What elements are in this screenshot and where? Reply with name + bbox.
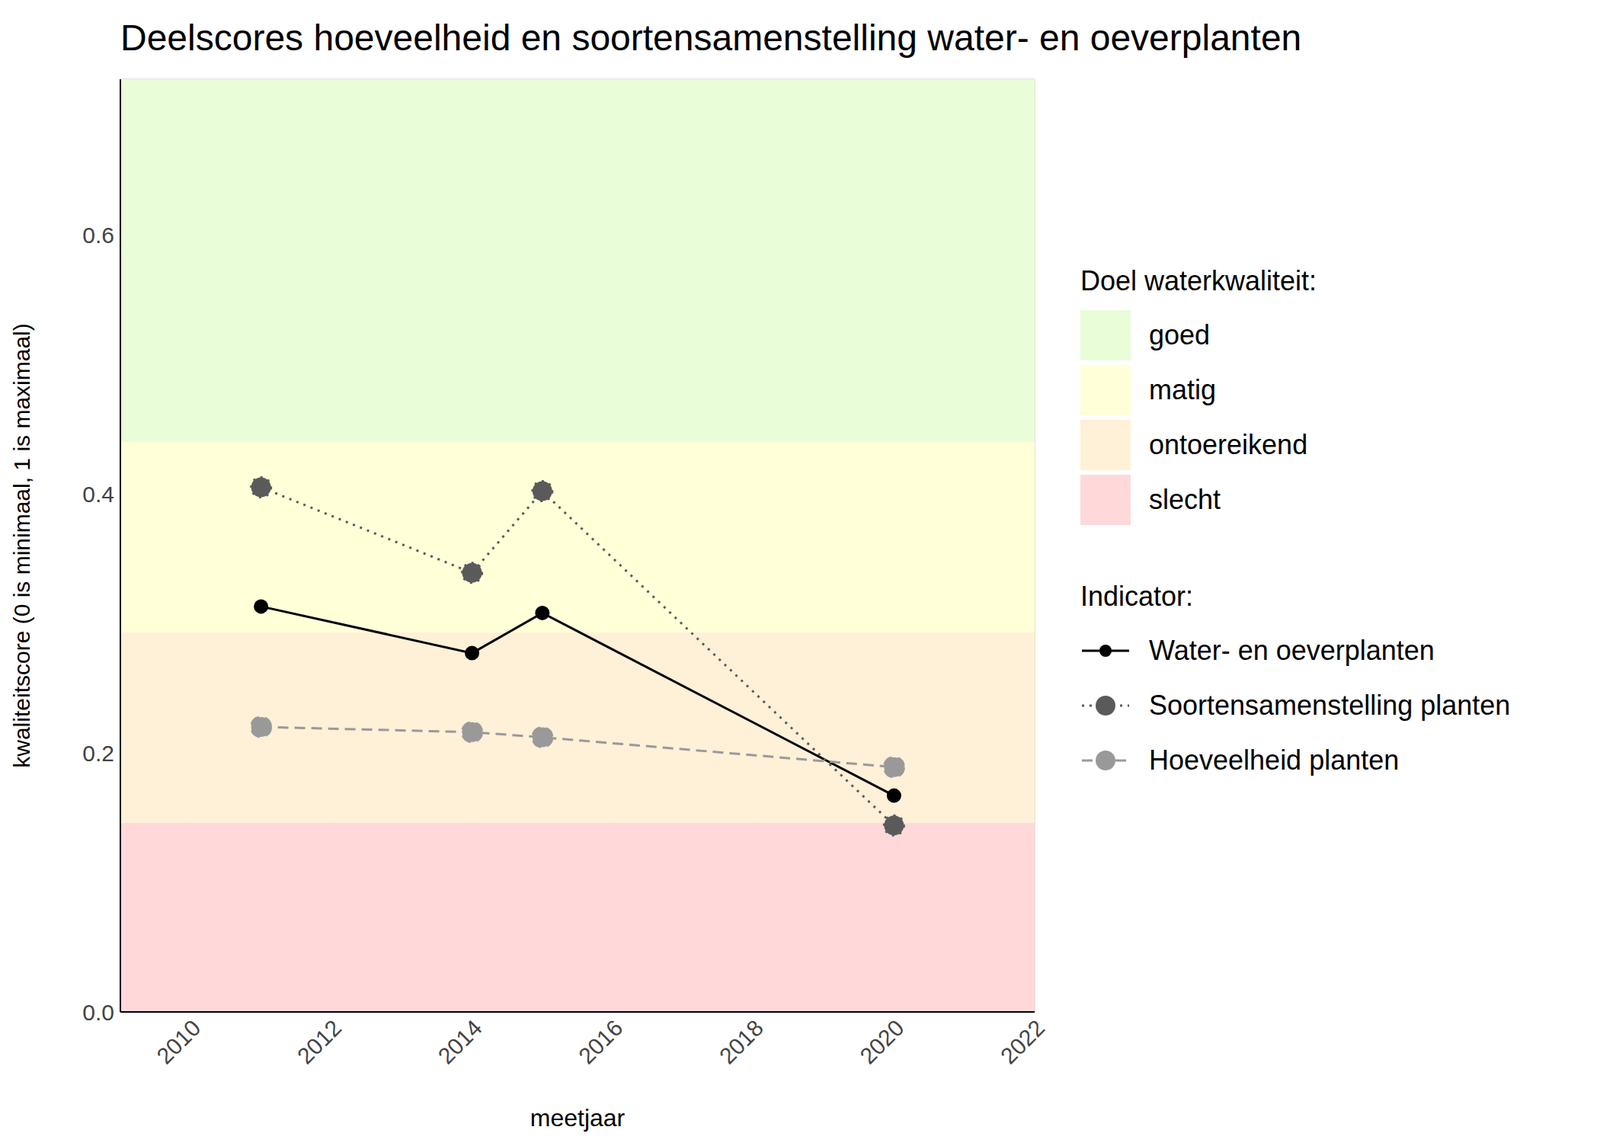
svg-text:0.4: 0.4: [82, 481, 115, 507]
svg-text:2012: 2012: [292, 1014, 347, 1069]
html-text:goed: goed: [1148, 319, 1210, 351]
svg-text:meetjaar: meetjaar: [530, 1104, 626, 1132]
svg-text:2020: 2020: [854, 1014, 909, 1069]
svg-text:0.6: 0.6: [82, 222, 115, 248]
html-text:Deelscores hoeveelheid en soor: Deelscores hoeveelheid en soortensamenst…: [120, 17, 1302, 58]
svg-text:2016: 2016: [573, 1014, 628, 1069]
svg-text:0.2: 0.2: [82, 740, 115, 766]
html-text:Soortensamenstelling planten: Soortensamenstelling planten: [1148, 689, 1511, 721]
svg-text:2022: 2022: [995, 1014, 1050, 1069]
svg-text:0.0: 0.0: [82, 999, 115, 1025]
html-text:Water- en oeverplanten: Water- en oeverplanten: [1148, 634, 1435, 666]
svg-text:2018: 2018: [714, 1014, 769, 1069]
svg-text:2014: 2014: [432, 1014, 487, 1069]
html-text:Hoeveelheid planten: Hoeveelheid planten: [1148, 744, 1400, 776]
html-text:matig: matig: [1148, 374, 1216, 406]
html-text:Doel waterkwaliteit:: Doel waterkwaliteit:: [1080, 265, 1317, 297]
html-text:Indicator:: Indicator:: [1080, 580, 1194, 612]
html-text:slecht: slecht: [1148, 483, 1221, 516]
svg-text:2010: 2010: [151, 1014, 206, 1069]
svg-text:kwaliteitscore (0 is minimaal,: kwaliteitscore (0 is minimaal, 1 is maxi…: [9, 323, 35, 768]
html-text:ontoereikend: ontoereikend: [1148, 428, 1308, 461]
